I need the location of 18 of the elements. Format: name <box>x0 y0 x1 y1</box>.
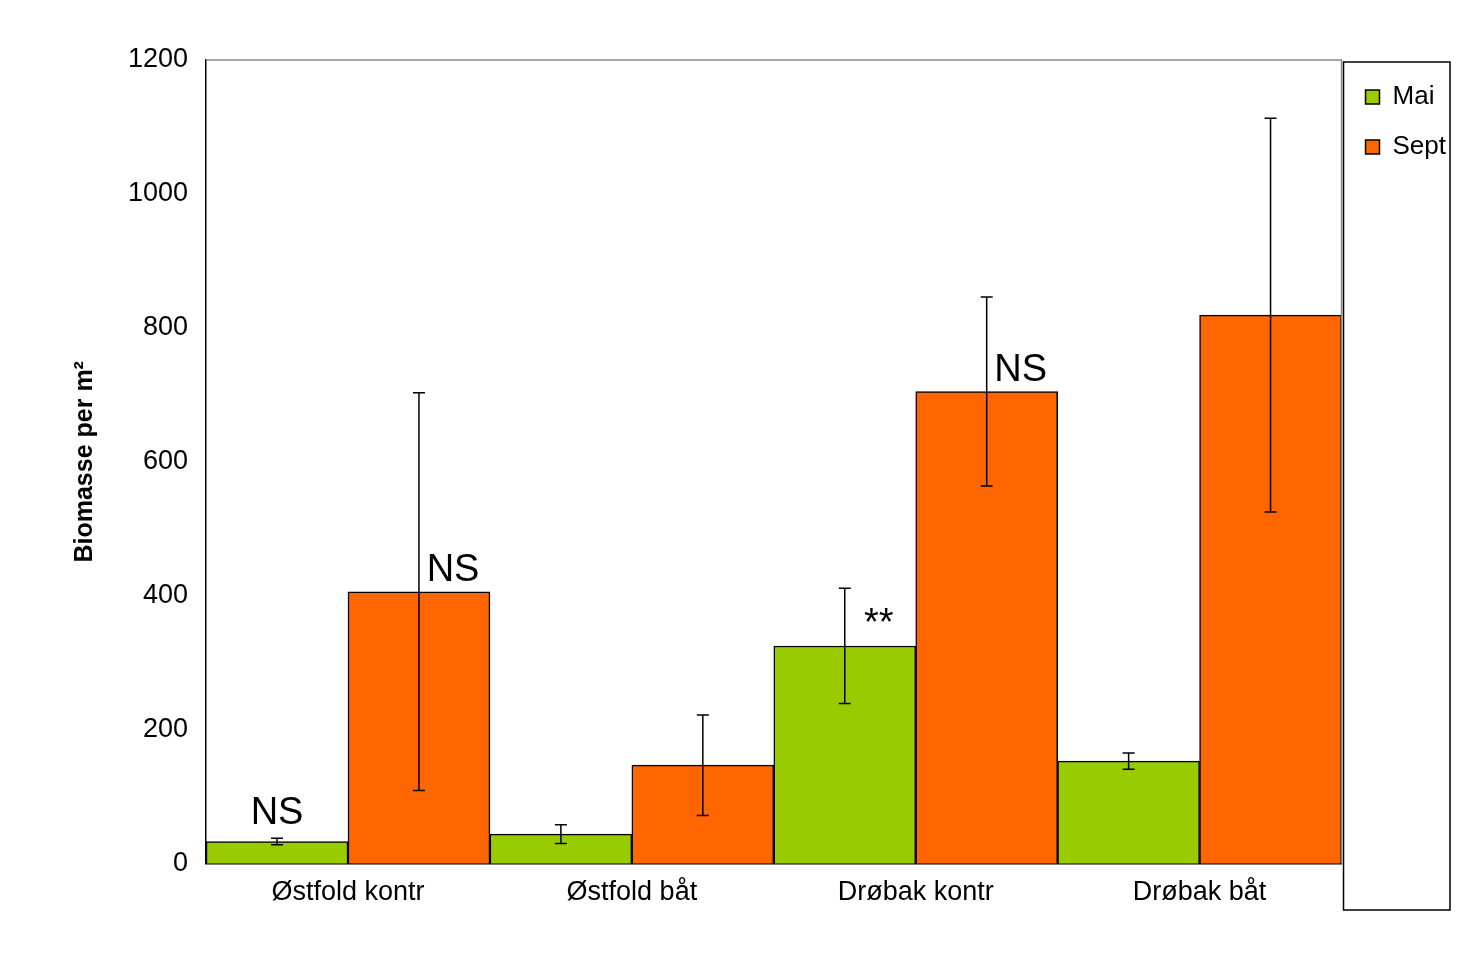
y-axis-title: Biomasse per m² <box>68 361 97 563</box>
y-tick-label: 1000 <box>127 177 189 208</box>
y-tick-label: 0 <box>173 847 189 878</box>
x-tick-label: Drøbak kontr <box>837 876 994 907</box>
data-label: ** <box>864 601 894 644</box>
y-tick-label: 400 <box>143 579 189 610</box>
x-tick-label: Østfold kontr <box>271 876 425 907</box>
y-tick-label: 600 <box>143 445 189 476</box>
y-tick-label: 1200 <box>127 43 189 74</box>
data-label: NS <box>426 547 480 590</box>
y-tick-label: 200 <box>143 713 189 744</box>
data-label: NS <box>250 789 304 832</box>
y-tick-label: 800 <box>143 311 189 342</box>
legend-label: Sept <box>1392 130 1447 161</box>
x-tick-label: Drøbak båt <box>1132 876 1267 907</box>
legend-label: Mai <box>1392 80 1435 111</box>
x-tick-label: Østfold båt <box>566 876 698 907</box>
data-label: NS <box>994 346 1048 389</box>
